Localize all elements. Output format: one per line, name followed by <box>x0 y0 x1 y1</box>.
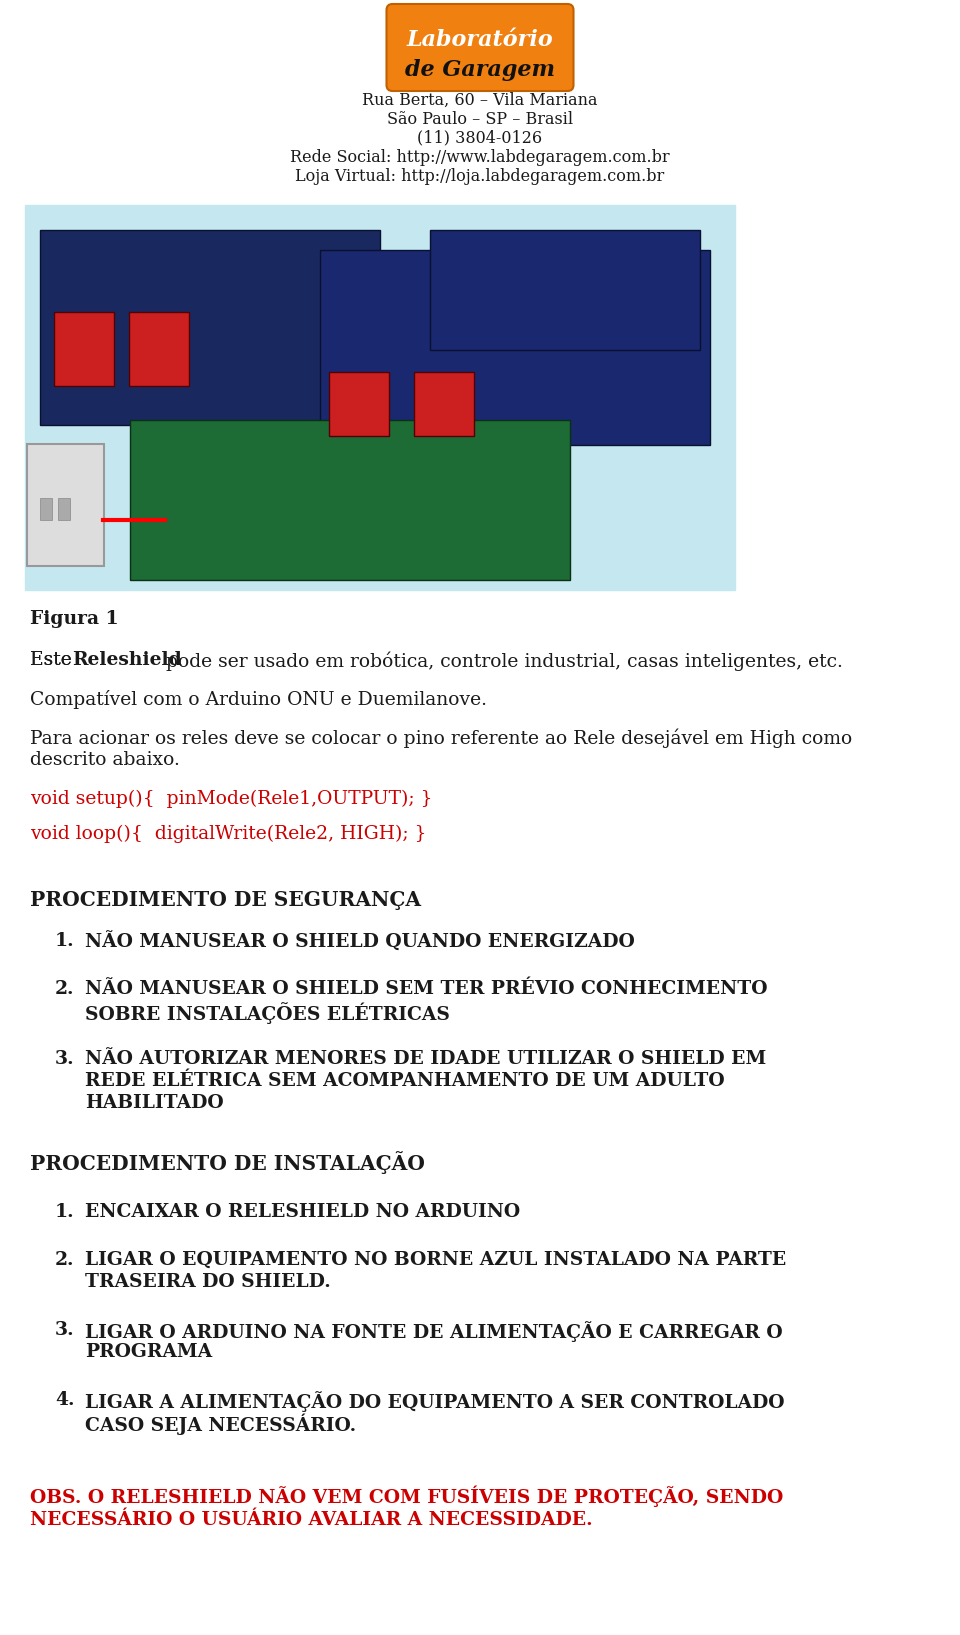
Text: void setup(){  pinMode(Rele1,OUTPUT); }: void setup(){ pinMode(Rele1,OUTPUT); } <box>30 790 433 808</box>
Text: Releshield: Releshield <box>72 651 181 669</box>
Text: 2.: 2. <box>55 1251 75 1269</box>
FancyBboxPatch shape <box>54 312 114 386</box>
Text: 1.: 1. <box>55 1203 75 1221</box>
Text: Figura 1: Figura 1 <box>30 610 119 628</box>
FancyBboxPatch shape <box>58 499 70 520</box>
Text: NÃO AUTORIZAR MENORES DE IDADE UTILIZAR O SHIELD EM: NÃO AUTORIZAR MENORES DE IDADE UTILIZAR … <box>85 1050 766 1068</box>
FancyBboxPatch shape <box>40 231 380 425</box>
Text: HABILITADO: HABILITADO <box>85 1094 224 1112</box>
Text: Compatível com o Arduino ONU e Duemilanove.: Compatível com o Arduino ONU e Duemilano… <box>30 690 487 710</box>
Text: LIGAR O ARDUINO NA FONTE DE ALIMENTAÇÃO E CARREGAR O: LIGAR O ARDUINO NA FONTE DE ALIMENTAÇÃO … <box>85 1321 782 1342</box>
Text: (11) 3804-0126: (11) 3804-0126 <box>418 129 542 147</box>
Text: NÃO MANUSEAR O SHIELD SEM TER PRÉVIO CONHECIMENTO: NÃO MANUSEAR O SHIELD SEM TER PRÉVIO CON… <box>85 979 767 997</box>
Text: Laboratório: Laboratório <box>407 29 553 51</box>
Text: LIGAR A ALIMENTAÇÃO DO EQUIPAMENTO A SER CONTROLADO: LIGAR A ALIMENTAÇÃO DO EQUIPAMENTO A SER… <box>85 1391 784 1413</box>
Text: Este ​Releshield: Este ​Releshield <box>30 651 192 669</box>
Text: Este: Este <box>30 651 78 669</box>
Text: 3.: 3. <box>55 1321 75 1339</box>
FancyBboxPatch shape <box>129 312 189 386</box>
Text: 4.: 4. <box>55 1391 75 1409</box>
Text: 1.: 1. <box>55 932 75 950</box>
Text: Rede Social: http://www.labdegaragem.com.br: Rede Social: http://www.labdegaragem.com… <box>290 149 670 165</box>
Text: 2.: 2. <box>55 979 75 997</box>
Text: NÃO MANUSEAR O SHIELD QUANDO ENERGIZADO: NÃO MANUSEAR O SHIELD QUANDO ENERGIZADO <box>85 932 635 952</box>
Text: São Paulo – SP – Brasil: São Paulo – SP – Brasil <box>387 111 573 128</box>
Text: PROCEDIMENTO DE SEGURANÇA: PROCEDIMENTO DE SEGURANÇA <box>30 889 421 911</box>
FancyBboxPatch shape <box>329 373 389 437</box>
FancyBboxPatch shape <box>27 445 104 566</box>
Text: void loop(){  digitalWrite(Rele2, HIGH); }: void loop(){ digitalWrite(Rele2, HIGH); … <box>30 826 426 844</box>
Text: Para acionar os reles deve se colocar o pino referente ao Rele desejável em High: Para acionar os reles deve se colocar o … <box>30 728 852 747</box>
Text: OBS. O RELESHIELD NÃO VEM COM FUSÍVEIS DE PROTEÇÃO, SENDO: OBS. O RELESHIELD NÃO VEM COM FUSÍVEIS D… <box>30 1485 783 1506</box>
Text: TRASEIRA DO SHIELD.: TRASEIRA DO SHIELD. <box>85 1274 331 1292</box>
Text: NECESSÁRIO O USUÁRIO AVALIAR A NECESSIDADE.: NECESSÁRIO O USUÁRIO AVALIAR A NECESSIDA… <box>30 1511 592 1529</box>
FancyBboxPatch shape <box>414 373 474 437</box>
Text: 3.: 3. <box>55 1050 75 1068</box>
Text: REDE ELÉTRICA SEM ACOMPANHAMENTO DE UM ADULTO: REDE ELÉTRICA SEM ACOMPANHAMENTO DE UM A… <box>85 1073 725 1091</box>
Text: CASO SEJA NECESSÁRIO.: CASO SEJA NECESSÁRIO. <box>85 1413 356 1434</box>
Text: Rua Berta, 60 – Vila Mariana: Rua Berta, 60 – Vila Mariana <box>362 92 598 108</box>
Text: ENCAIXAR O RELESHIELD NO ARDUINO: ENCAIXAR O RELESHIELD NO ARDUINO <box>85 1203 520 1221</box>
FancyBboxPatch shape <box>387 3 573 92</box>
Text: pode ser usado em robótica, controle industrial, casas inteligentes, etc.: pode ser usado em robótica, controle ind… <box>160 651 843 670</box>
FancyBboxPatch shape <box>130 420 570 580</box>
Text: PROCEDIMENTO DE INSTALAÇÃO: PROCEDIMENTO DE INSTALAÇÃO <box>30 1151 425 1174</box>
Text: SOBRE INSTALAÇÕES ELÉTRICAS: SOBRE INSTALAÇÕES ELÉTRICAS <box>85 1002 450 1024</box>
Text: Este: Este <box>30 651 78 669</box>
Text: de Garagem: de Garagem <box>405 59 555 82</box>
FancyBboxPatch shape <box>25 204 735 590</box>
Text: LIGAR O EQUIPAMENTO NO BORNE AZUL INSTALADO NA PARTE: LIGAR O EQUIPAMENTO NO BORNE AZUL INSTAL… <box>85 1251 786 1269</box>
FancyBboxPatch shape <box>40 499 52 520</box>
FancyBboxPatch shape <box>430 231 700 350</box>
FancyBboxPatch shape <box>320 250 710 445</box>
Text: PROGRAMA: PROGRAMA <box>85 1342 212 1360</box>
Text: descrito abaixo.: descrito abaixo. <box>30 750 180 768</box>
Text: Loja Virtual: http://loja.labdegaragem.com.br: Loja Virtual: http://loja.labdegaragem.c… <box>296 167 664 185</box>
